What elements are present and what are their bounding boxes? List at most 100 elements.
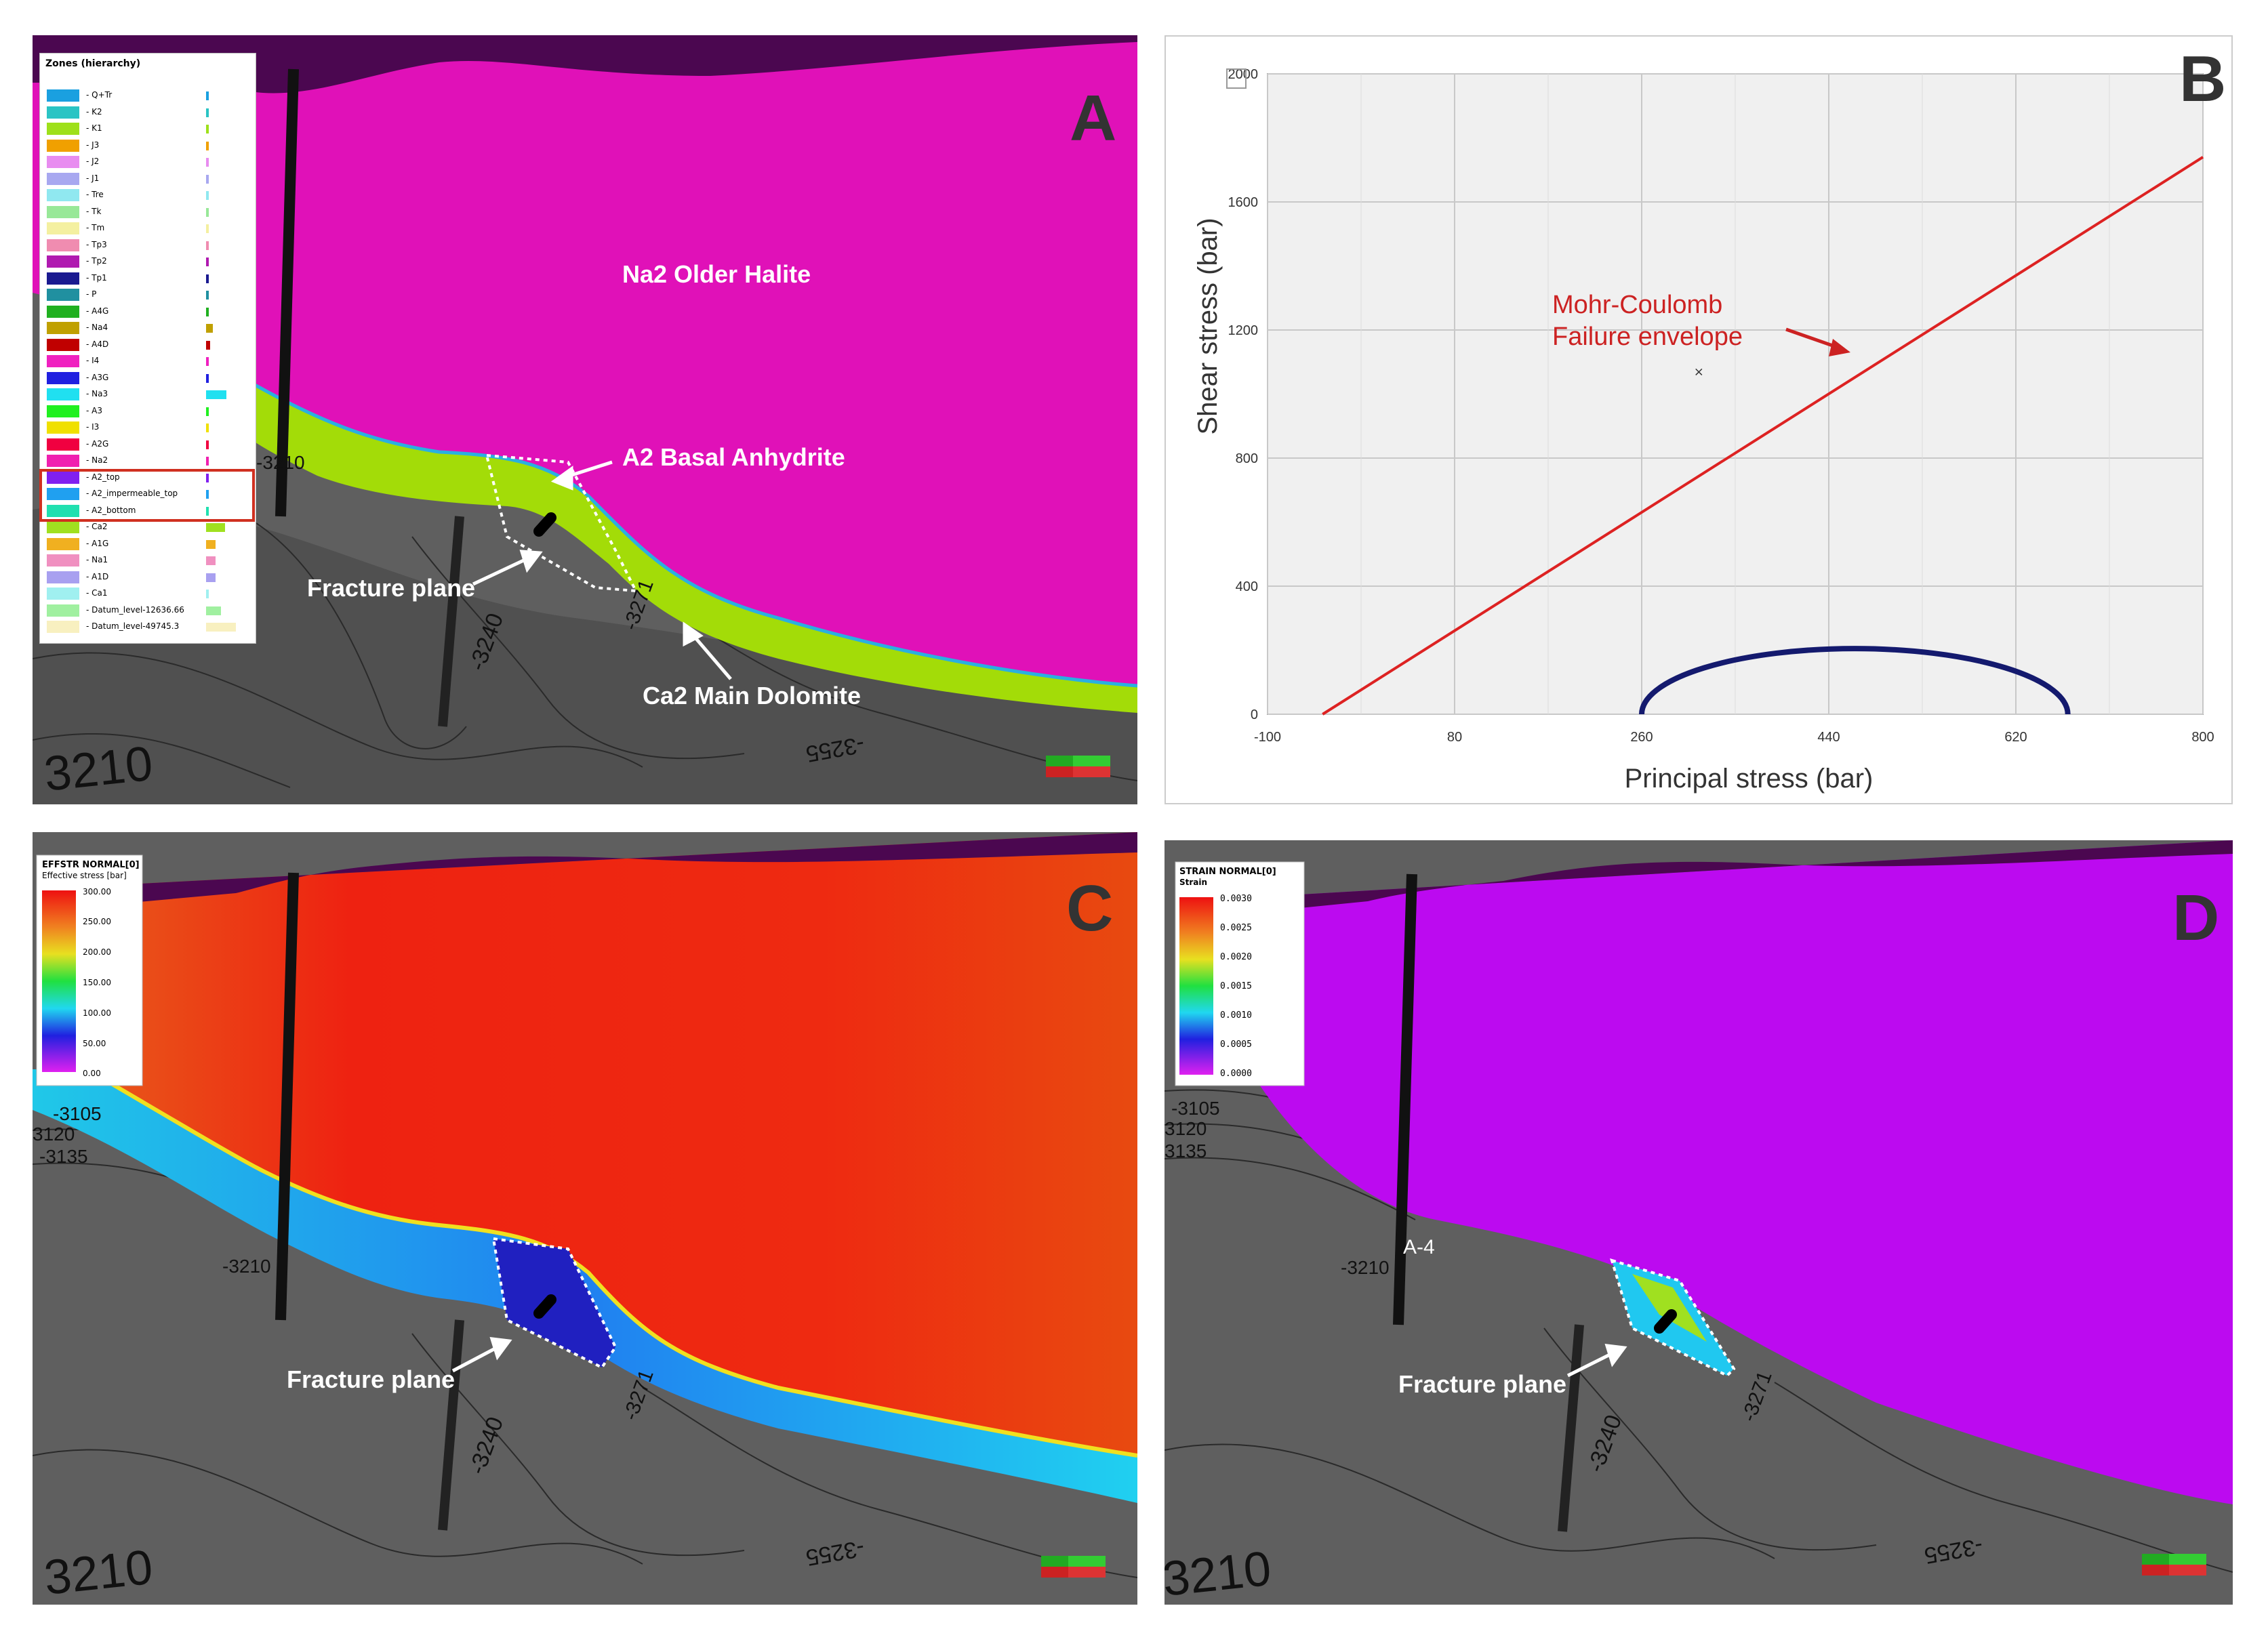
panel-letter-c: C xyxy=(1066,872,1113,945)
scale-label: 0.0030 xyxy=(1220,894,1252,904)
x-axis-label: Principal stress (bar) xyxy=(1625,764,1874,794)
zone-color-swatch xyxy=(47,156,79,168)
zone-name: - Na2 xyxy=(86,455,108,465)
zone-name: - Tp3 xyxy=(86,239,107,249)
zone-thickness-bar xyxy=(206,108,209,117)
y-tick-label: 0 xyxy=(1251,707,1258,722)
zone-name: - Datum_level-12636.66 xyxy=(86,604,184,615)
zone-legend-item: - I4 xyxy=(40,353,256,370)
panel-c-model-view: Fracture plane -3105 3120 -3135 -3210 -3… xyxy=(33,832,1137,1605)
zone-legend-item: - Datum_level-49745.3 xyxy=(40,619,256,636)
x-tick-label: 620 xyxy=(2004,730,2027,745)
zone-thickness-bar xyxy=(206,590,209,598)
zone-thickness-bar xyxy=(206,424,209,432)
zone-color-swatch xyxy=(47,504,79,517)
zone-name: - Na4 xyxy=(86,323,108,332)
zone-legend-item: - A4D xyxy=(40,337,256,354)
zone-name: - A4G xyxy=(86,306,109,316)
zone-color-swatch xyxy=(47,305,79,318)
zone-legend-item: - A3 xyxy=(40,403,256,420)
contour-label: 3210 xyxy=(41,1540,155,1605)
zone-color-swatch xyxy=(47,189,79,201)
zone-thickness-bar xyxy=(206,523,225,532)
zone-thickness-bar xyxy=(206,506,209,516)
zone-legend-item: - Na3 xyxy=(40,386,256,403)
label-fracture-plane: Fracture plane xyxy=(1398,1370,1566,1398)
zone-legend-item: - Na4 xyxy=(40,320,256,337)
zone-legend-item: - Tk xyxy=(40,204,256,221)
annotation-arrows xyxy=(451,1337,512,1373)
x-tick-label: 440 xyxy=(1817,730,1840,745)
zone-color-swatch xyxy=(47,388,79,400)
zone-name: - A4D xyxy=(86,339,109,349)
zone-legend-item: - Ca2 xyxy=(40,519,256,536)
scale-label: 0.0015 xyxy=(1220,981,1252,991)
zone-thickness-bar xyxy=(206,573,216,582)
zones-legend: Zones (hierarchy) - Q+Tr - K2 - K1 - J3 - J2… xyxy=(39,53,256,644)
contour-label: -3210 xyxy=(256,452,305,473)
zone-color-swatch xyxy=(47,289,79,301)
annotation-arrow xyxy=(1785,327,1841,350)
zone-thickness-bar xyxy=(206,473,209,482)
orientation-cube-icon xyxy=(1041,1556,1106,1578)
y-tick-label: 1600 xyxy=(1228,195,1259,210)
zone-color-swatch xyxy=(47,488,79,500)
zone-thickness-bar xyxy=(206,373,209,383)
data-marker: × xyxy=(1694,365,1704,379)
zone-thickness-bar xyxy=(206,258,209,266)
x-tick-label: -100 xyxy=(1254,730,1281,745)
zone-thickness-bar xyxy=(206,539,216,549)
zone-thickness-bar xyxy=(206,324,213,333)
zone-legend-item: - A2_impermeable_top xyxy=(40,486,256,503)
zone-thickness-bar xyxy=(206,191,209,200)
x-tick-label: 260 xyxy=(1630,730,1653,745)
legend-subtitle: Strain xyxy=(1179,878,1207,887)
panel-a-model-view: Na2 Older Halite A2 Basal Anhydrite Frac… xyxy=(33,35,1137,804)
contour-label: 3120 xyxy=(1165,1118,1207,1139)
zone-color-swatch xyxy=(47,172,79,185)
zone-color-swatch xyxy=(47,604,79,617)
zone-color-swatch xyxy=(47,554,79,567)
zone-color-swatch xyxy=(47,471,79,484)
scale-label: 0.0010 xyxy=(1220,1010,1252,1021)
contour-label: 3135 xyxy=(1165,1140,1207,1161)
zone-color-swatch xyxy=(47,272,79,285)
failure-envelope-line xyxy=(1322,156,2204,716)
zone-thickness-bar xyxy=(206,91,209,100)
zone-thickness-bar xyxy=(206,407,209,416)
zone-name: - Tm xyxy=(86,223,105,232)
legend-subtitle: Effective stress [bar] xyxy=(42,871,127,880)
zone-color-swatch xyxy=(47,371,79,384)
well-label: A-4 xyxy=(1403,1236,1435,1258)
label-dolomite: Ca2 Main Dolomite xyxy=(643,682,861,709)
zone-name: - Tre xyxy=(86,190,104,199)
zone-thickness-bar xyxy=(206,207,209,217)
zone-color-swatch xyxy=(47,438,79,451)
zone-legend-item: - Na2 xyxy=(40,453,256,470)
zone-legend-item: - A2_top xyxy=(40,470,256,487)
zone-legend-item: - A2_bottom xyxy=(40,503,256,520)
zone-legend-item: - J2 xyxy=(40,154,256,171)
zone-legend-item: - Tp3 xyxy=(40,237,256,254)
zone-thickness-bar xyxy=(206,390,226,399)
highlight-box xyxy=(39,469,255,522)
panel-a: Na2 Older Halite A2 Basal Anhydrite Frac… xyxy=(33,35,1137,804)
label-fracture-plane: Fracture plane xyxy=(307,574,475,602)
zone-color-swatch xyxy=(47,322,79,334)
contour-label: 3210 xyxy=(41,737,155,802)
zone-legend-item: - P xyxy=(40,287,256,304)
zone-name: - Ca1 xyxy=(86,588,108,598)
zone-thickness-bar xyxy=(206,125,209,133)
scale-label: 200.00 xyxy=(83,947,111,957)
annotation-line: Mohr-Coulomb xyxy=(1552,291,1722,319)
contour-label: 3210 xyxy=(1165,1542,1274,1605)
zone-legend-item: - A3G xyxy=(40,370,256,387)
zone-color-swatch xyxy=(47,89,79,102)
zone-color-swatch xyxy=(47,571,79,583)
zone-name: - I3 xyxy=(86,422,100,432)
zone-thickness-bar xyxy=(206,623,236,632)
x-tick-label: 800 xyxy=(2191,730,2214,745)
zone-color-swatch xyxy=(47,205,79,218)
zones-legend-title: Zones (hierarchy) xyxy=(45,58,141,69)
zone-name: - J3 xyxy=(86,140,100,150)
